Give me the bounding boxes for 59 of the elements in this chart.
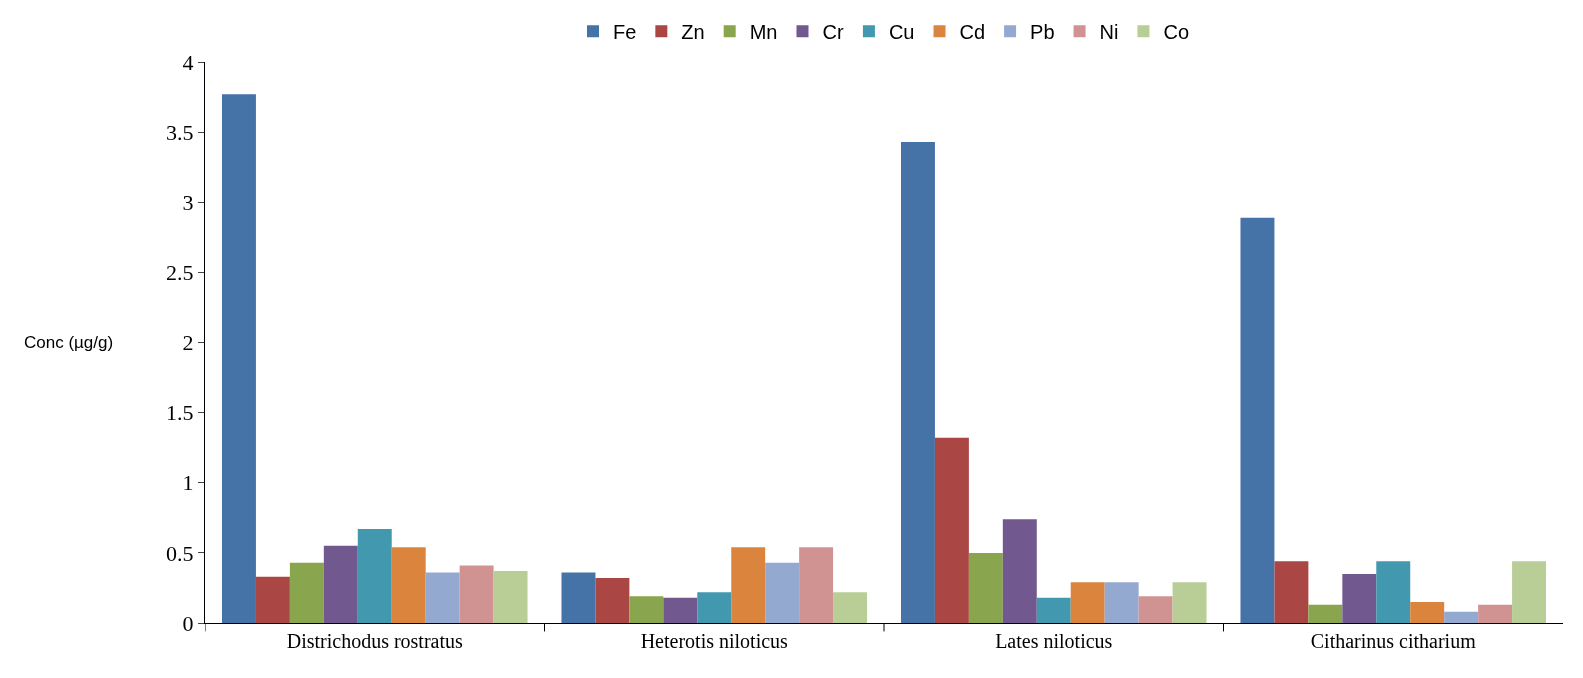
bar bbox=[900, 141, 935, 623]
legend-label: Pb bbox=[1030, 21, 1055, 44]
legend-label: Co bbox=[1163, 21, 1190, 44]
bar bbox=[493, 571, 528, 623]
x-tick-label: Citharinus citharium bbox=[1310, 630, 1477, 652]
legend-label: Cr bbox=[822, 21, 844, 44]
bar bbox=[934, 437, 969, 623]
legend-label: Fe bbox=[613, 21, 637, 44]
bar bbox=[459, 565, 494, 623]
bar bbox=[1172, 582, 1207, 623]
bar bbox=[1002, 519, 1037, 623]
bar bbox=[323, 545, 358, 623]
legend-label: Zn bbox=[681, 21, 705, 44]
bar bbox=[765, 562, 800, 623]
legend-label: Ni bbox=[1099, 21, 1119, 44]
y-tick-label: 2 bbox=[182, 330, 194, 356]
bar bbox=[357, 529, 392, 623]
y-tick-label: 4 bbox=[182, 49, 194, 75]
bar bbox=[1512, 561, 1547, 623]
bar bbox=[833, 592, 868, 623]
bar bbox=[1138, 596, 1173, 623]
y-tick-label: 2.5 bbox=[166, 260, 194, 286]
bar bbox=[255, 576, 290, 623]
x-tick-label: Districhodus rostratus bbox=[286, 630, 464, 652]
bar bbox=[1308, 604, 1343, 623]
x-tick-label: Lates niloticus bbox=[995, 630, 1113, 652]
bar bbox=[1104, 582, 1139, 623]
bar bbox=[731, 547, 766, 623]
bar bbox=[289, 562, 324, 623]
x-tick-label: Heterotis niloticus bbox=[640, 630, 789, 652]
y-tick-label: 1 bbox=[182, 470, 194, 496]
bar bbox=[697, 592, 732, 623]
bar bbox=[1444, 611, 1479, 623]
y-tick-label: 1.5 bbox=[166, 400, 194, 426]
bar bbox=[1274, 561, 1309, 623]
bar bbox=[1478, 604, 1513, 623]
bar bbox=[799, 547, 834, 623]
legend-label: Mn bbox=[749, 21, 778, 44]
bar bbox=[629, 596, 664, 623]
bar bbox=[391, 547, 426, 623]
y-tick-label: 3 bbox=[182, 189, 194, 215]
y-tick-label: 0 bbox=[182, 610, 194, 636]
bar bbox=[1036, 597, 1071, 623]
y-axis-title: Conc (µg/g) bbox=[24, 333, 114, 352]
bar bbox=[221, 94, 256, 623]
bar bbox=[561, 572, 596, 623]
legend-label: Cd bbox=[959, 21, 986, 44]
legend-label: Cu bbox=[888, 21, 915, 44]
bar bbox=[595, 578, 630, 623]
y-tick-label: 3.5 bbox=[166, 119, 194, 145]
bar bbox=[1410, 601, 1445, 623]
bar bbox=[425, 572, 460, 623]
y-tick-label: 0.5 bbox=[166, 540, 194, 566]
bar bbox=[1342, 573, 1377, 623]
bar bbox=[1376, 561, 1411, 623]
bar bbox=[1240, 217, 1275, 623]
bar bbox=[1070, 582, 1105, 623]
bar bbox=[663, 597, 698, 623]
bar bbox=[968, 552, 1003, 623]
